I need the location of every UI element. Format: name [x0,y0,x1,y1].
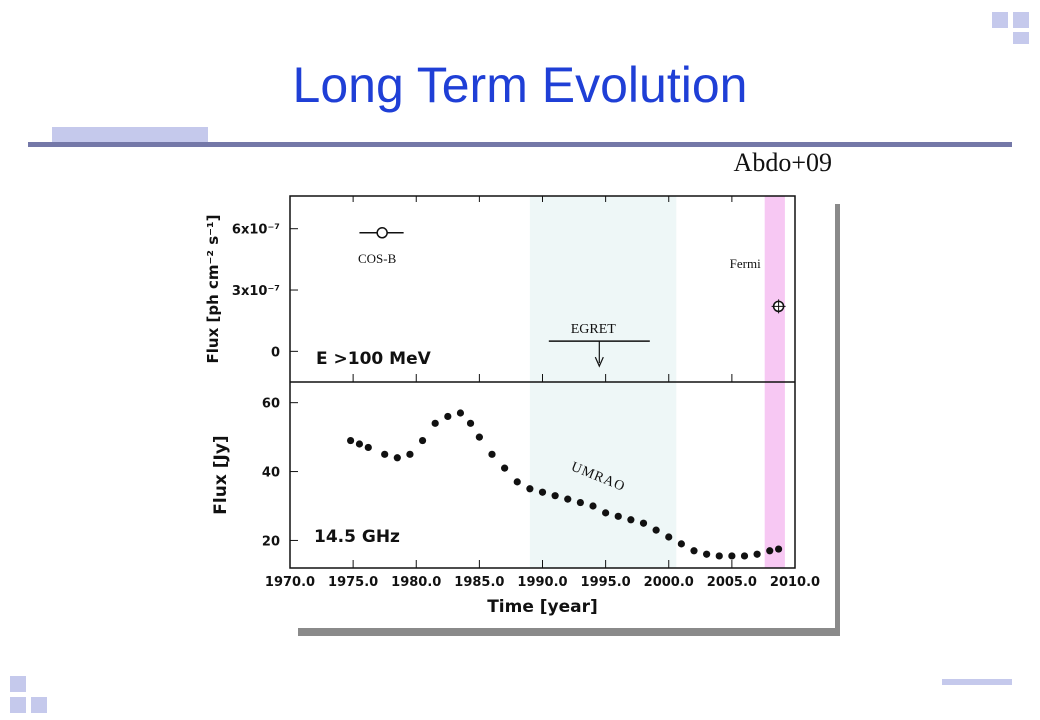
umrao-point [715,552,723,560]
corner-decoration-top-right-a [992,12,1008,28]
umrao-point [466,419,475,427]
x-tick-label: 2005.0 [707,575,757,590]
umrao-point [614,512,622,520]
umrao-point [347,436,355,445]
umrao-point [406,450,414,458]
umrao-point [703,550,711,558]
x-tick-label: 2010.0 [770,575,820,590]
umrao-point [677,540,685,548]
umrao-point [728,552,736,560]
umrao-point [431,419,439,427]
umrao-point [766,547,774,555]
umrao-point [602,509,610,517]
y-tick-label-bottom: 40 [262,466,280,481]
umrao-point [393,454,401,462]
umrao-point [774,545,783,553]
corner-decoration-bottom-left-a [10,676,26,692]
x-tick-label: 2000.0 [644,575,694,590]
citation-label: Abdo+09 [733,148,832,177]
umrao-point [381,450,389,458]
umrao-point [364,443,372,452]
umrao-point [475,433,483,441]
umrao-point [488,450,496,458]
umrao-point [526,485,534,493]
title-accent-bar [52,127,208,142]
umrao-point [444,412,452,421]
umrao-point [627,516,635,524]
x-tick-label: 1970.0 [265,575,315,590]
umrao-point [551,492,559,500]
umrao-point [513,478,521,486]
umrao-point [538,488,547,496]
umrao-point [740,552,749,560]
x-tick-label: 1990.0 [517,575,567,590]
umrao-point [589,502,597,510]
egret-label: EGRET [571,322,617,337]
umrao-point [665,533,673,541]
y-tick-label-top: 0 [271,345,280,360]
slide-title: Long Term Evolution [292,57,748,113]
umrao-point [418,436,427,445]
figure-background [190,188,835,628]
corner-decoration-top-right-c [1013,32,1029,44]
umrao-point [501,464,509,472]
umrao-point [753,550,761,558]
y-tick-label-bottom: 20 [262,534,280,549]
frequency-label: 14.5 GHz [314,527,400,547]
x-tick-label: 1995.0 [581,575,631,590]
corner-decoration-bottom-left-c [31,697,47,713]
cosb-label: COS-B [358,251,397,266]
umrao-point [652,526,660,534]
corner-decoration-bottom-right [942,679,1012,685]
corner-decoration-bottom-left-b [10,697,26,713]
y-tick-label-top: 6x10⁻⁷ [232,223,280,238]
x-tick-label: 1985.0 [454,575,504,590]
y-axis-label-top: Flux [ph cm⁻² s⁻¹] [204,215,222,364]
light-curve-chart: 1970.0 1975.0 1980.0 1985.0 1990.0 1995.0 2000… [190,188,843,636]
x-tick-label: 1980.0 [391,575,441,590]
y-tick-label-bottom: 60 [262,397,280,412]
x-tick-label: 1975.0 [328,575,378,590]
cosb-point [376,227,388,239]
umrao-point [639,519,648,527]
corner-decoration-top-right-b [1013,12,1029,28]
x-axis-label: Time [year] [487,597,598,617]
light-curve-figure: 1970.0 1975.0 1980.0 1985.0 1990.0 1995.0 2000… [190,188,843,640]
egret-arrow-head [594,356,604,368]
umrao-point [576,498,584,507]
umrao-point [355,440,364,448]
umrao-point [456,409,465,417]
fermi-label: Fermi [730,256,761,271]
umrao-point [690,547,698,555]
title-underline [28,142,1012,147]
energy-band-label: E >100 MeV [316,349,432,369]
y-axis-label-bottom: Flux [Jy] [211,435,231,514]
y-tick-label-top: 3x10⁻⁷ [232,284,280,299]
umrao-point [564,495,572,503]
